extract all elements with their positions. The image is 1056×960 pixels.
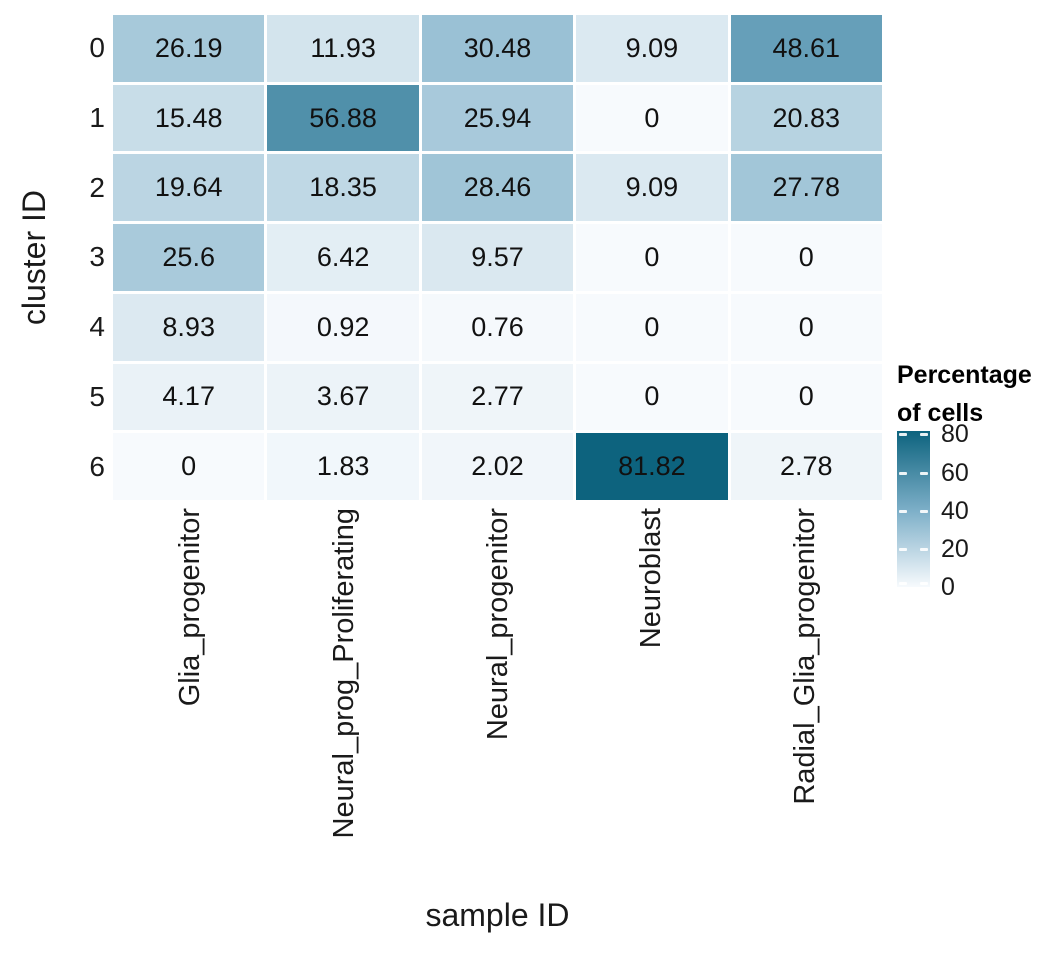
legend-colorbar [897,431,930,587]
y-tick-label: 0 [89,32,105,64]
legend-tick-label: 40 [941,496,969,525]
legend-tick-label: 0 [941,573,955,601]
legend-tick-mark [899,509,907,513]
heatmap-cell: 0 [576,363,728,431]
y-axis-title-wrap: cluster ID [16,15,53,500]
legend-title-line1: Percentage [897,361,1032,389]
heatmap-cell: 0 [730,224,882,291]
x-tick-label: Glia_progenitor [173,508,206,707]
heatmap-cell: 0 [730,293,882,361]
heatmap-cell: 11.93 [267,15,419,82]
x-tick-label: Neural_progenitor [481,508,514,741]
heatmap-cell: 56.88 [267,84,419,152]
x-tick-label: Radial_Glia_progenitor [789,508,822,805]
heatmap-cell: 20.83 [730,84,882,152]
heatmap-cell: 26.19 [113,15,265,82]
legend-tick-label: 20 [941,534,969,563]
heatmap-cell: 4.17 [113,363,265,431]
legend-tick-mark [899,471,907,475]
heatmap-cell: 3.67 [267,363,419,431]
y-tick-label: 4 [89,311,105,343]
heatmap-cell: 0.92 [267,293,419,361]
y-tick-label: 2 [89,171,105,203]
legend-tick-label: 60 [941,458,969,487]
heatmap-cell: 9.09 [576,15,728,82]
heatmap-cell: 0 [730,363,882,431]
heatmap-cell: 28.46 [421,154,574,222]
legend-title-line2: of cells [897,399,984,427]
legend-tick-label: 80 [941,420,969,449]
x-tick-label: Neuroblast [635,508,668,649]
y-tick-label: 1 [89,102,105,134]
heatmap-grid: 26.19 11.93 30.48 9.09 48.61 15.48 56.88 25.94 0… [113,15,882,500]
y-tick-label: 3 [89,241,105,273]
y-axis-title: cluster ID [16,189,52,326]
heatmap-cell: 25.94 [421,84,574,152]
heatmap-cell: 25.6 [113,224,265,291]
heatmap-cell: 19.64 [113,154,265,222]
heatmap-cell: 0 [576,224,728,291]
heatmap-cell: 15.48 [113,84,265,152]
legend-tick-mark [920,582,928,585]
heatmap-cell: 2.77 [421,363,574,431]
heatmap-cell: 81.82 [576,433,728,500]
heatmap-cell: 48.61 [730,15,882,82]
heatmap-cell: 27.78 [730,154,882,222]
x-axis-title: sample ID [425,897,570,933]
legend-tick-mark [920,471,928,475]
heatmap-cell: 9.57 [421,224,574,291]
legend-tick-mark [920,433,928,437]
heatmap-cell: 8.93 [113,293,265,361]
heatmap-cell: 30.48 [421,15,574,82]
legend-tick-mark [920,547,928,551]
heatmap-cell: 9.09 [576,154,728,222]
heatmap-cell: 6.42 [267,224,419,291]
heatmap-cell: 0 [576,293,728,361]
heatmap-cell: 0 [113,433,265,500]
heatmap-cell: 18.35 [267,154,419,222]
legend-tick-mark [899,582,907,585]
heatmap-cell: 0 [576,84,728,152]
heatmap-cell: 0.76 [421,293,574,361]
y-tick-label: 5 [89,380,105,412]
legend-tick-mark [920,509,928,513]
legend-title: Percentage of cells [897,356,1032,432]
y-tick-label: 6 [89,450,105,482]
heatmap-cell: 1.83 [267,433,419,500]
heatmap-cell: 2.02 [421,433,574,500]
heatmap-cell: 2.78 [730,433,882,500]
x-tick-label: Neural_prog_Proliferating [327,508,360,839]
legend-tick-mark [899,433,907,437]
legend-tick-mark [899,547,907,551]
y-axis-tick-labels: 0 1 2 3 4 5 6 [50,15,105,500]
